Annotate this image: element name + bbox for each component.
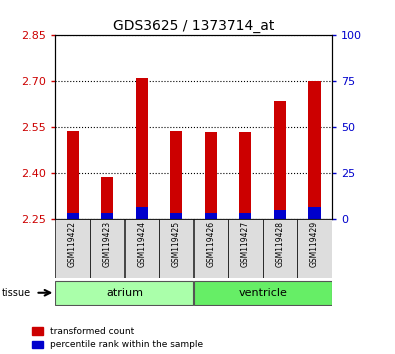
Bar [101, 213, 113, 219]
Text: GSM119428: GSM119428 [275, 221, 284, 267]
Bar [135, 78, 148, 219]
Text: GSM119423: GSM119423 [103, 221, 112, 267]
Bar [194, 281, 332, 305]
Bar [55, 219, 90, 278]
Text: ventricle: ventricle [238, 288, 287, 298]
Title: GDS3625 / 1373714_at: GDS3625 / 1373714_at [113, 19, 274, 33]
Bar [135, 207, 148, 219]
Bar [263, 219, 297, 278]
Bar [274, 210, 286, 219]
Bar [239, 132, 252, 219]
Text: atrium: atrium [106, 288, 143, 298]
Bar [159, 219, 194, 278]
Text: GSM119427: GSM119427 [241, 221, 250, 267]
Bar [228, 219, 263, 278]
Text: GSM119429: GSM119429 [310, 221, 319, 267]
Text: GSM119424: GSM119424 [137, 221, 146, 267]
Text: GSM119426: GSM119426 [206, 221, 215, 267]
Bar [101, 177, 113, 219]
Bar [205, 132, 217, 219]
Bar [66, 131, 79, 219]
Bar [124, 219, 159, 278]
Bar [66, 213, 79, 219]
Bar [55, 281, 194, 305]
Text: GSM119425: GSM119425 [172, 221, 181, 267]
Bar [90, 219, 124, 278]
Bar [170, 131, 182, 219]
Bar [170, 213, 182, 219]
Legend: transformed count, percentile rank within the sample: transformed count, percentile rank withi… [32, 327, 203, 349]
Bar [297, 219, 332, 278]
Bar [194, 219, 228, 278]
Bar [205, 213, 217, 219]
Text: tissue: tissue [2, 288, 31, 298]
Bar [239, 213, 252, 219]
Text: GSM119422: GSM119422 [68, 221, 77, 267]
Bar [308, 81, 321, 219]
Bar [274, 101, 286, 219]
Bar [308, 207, 321, 219]
